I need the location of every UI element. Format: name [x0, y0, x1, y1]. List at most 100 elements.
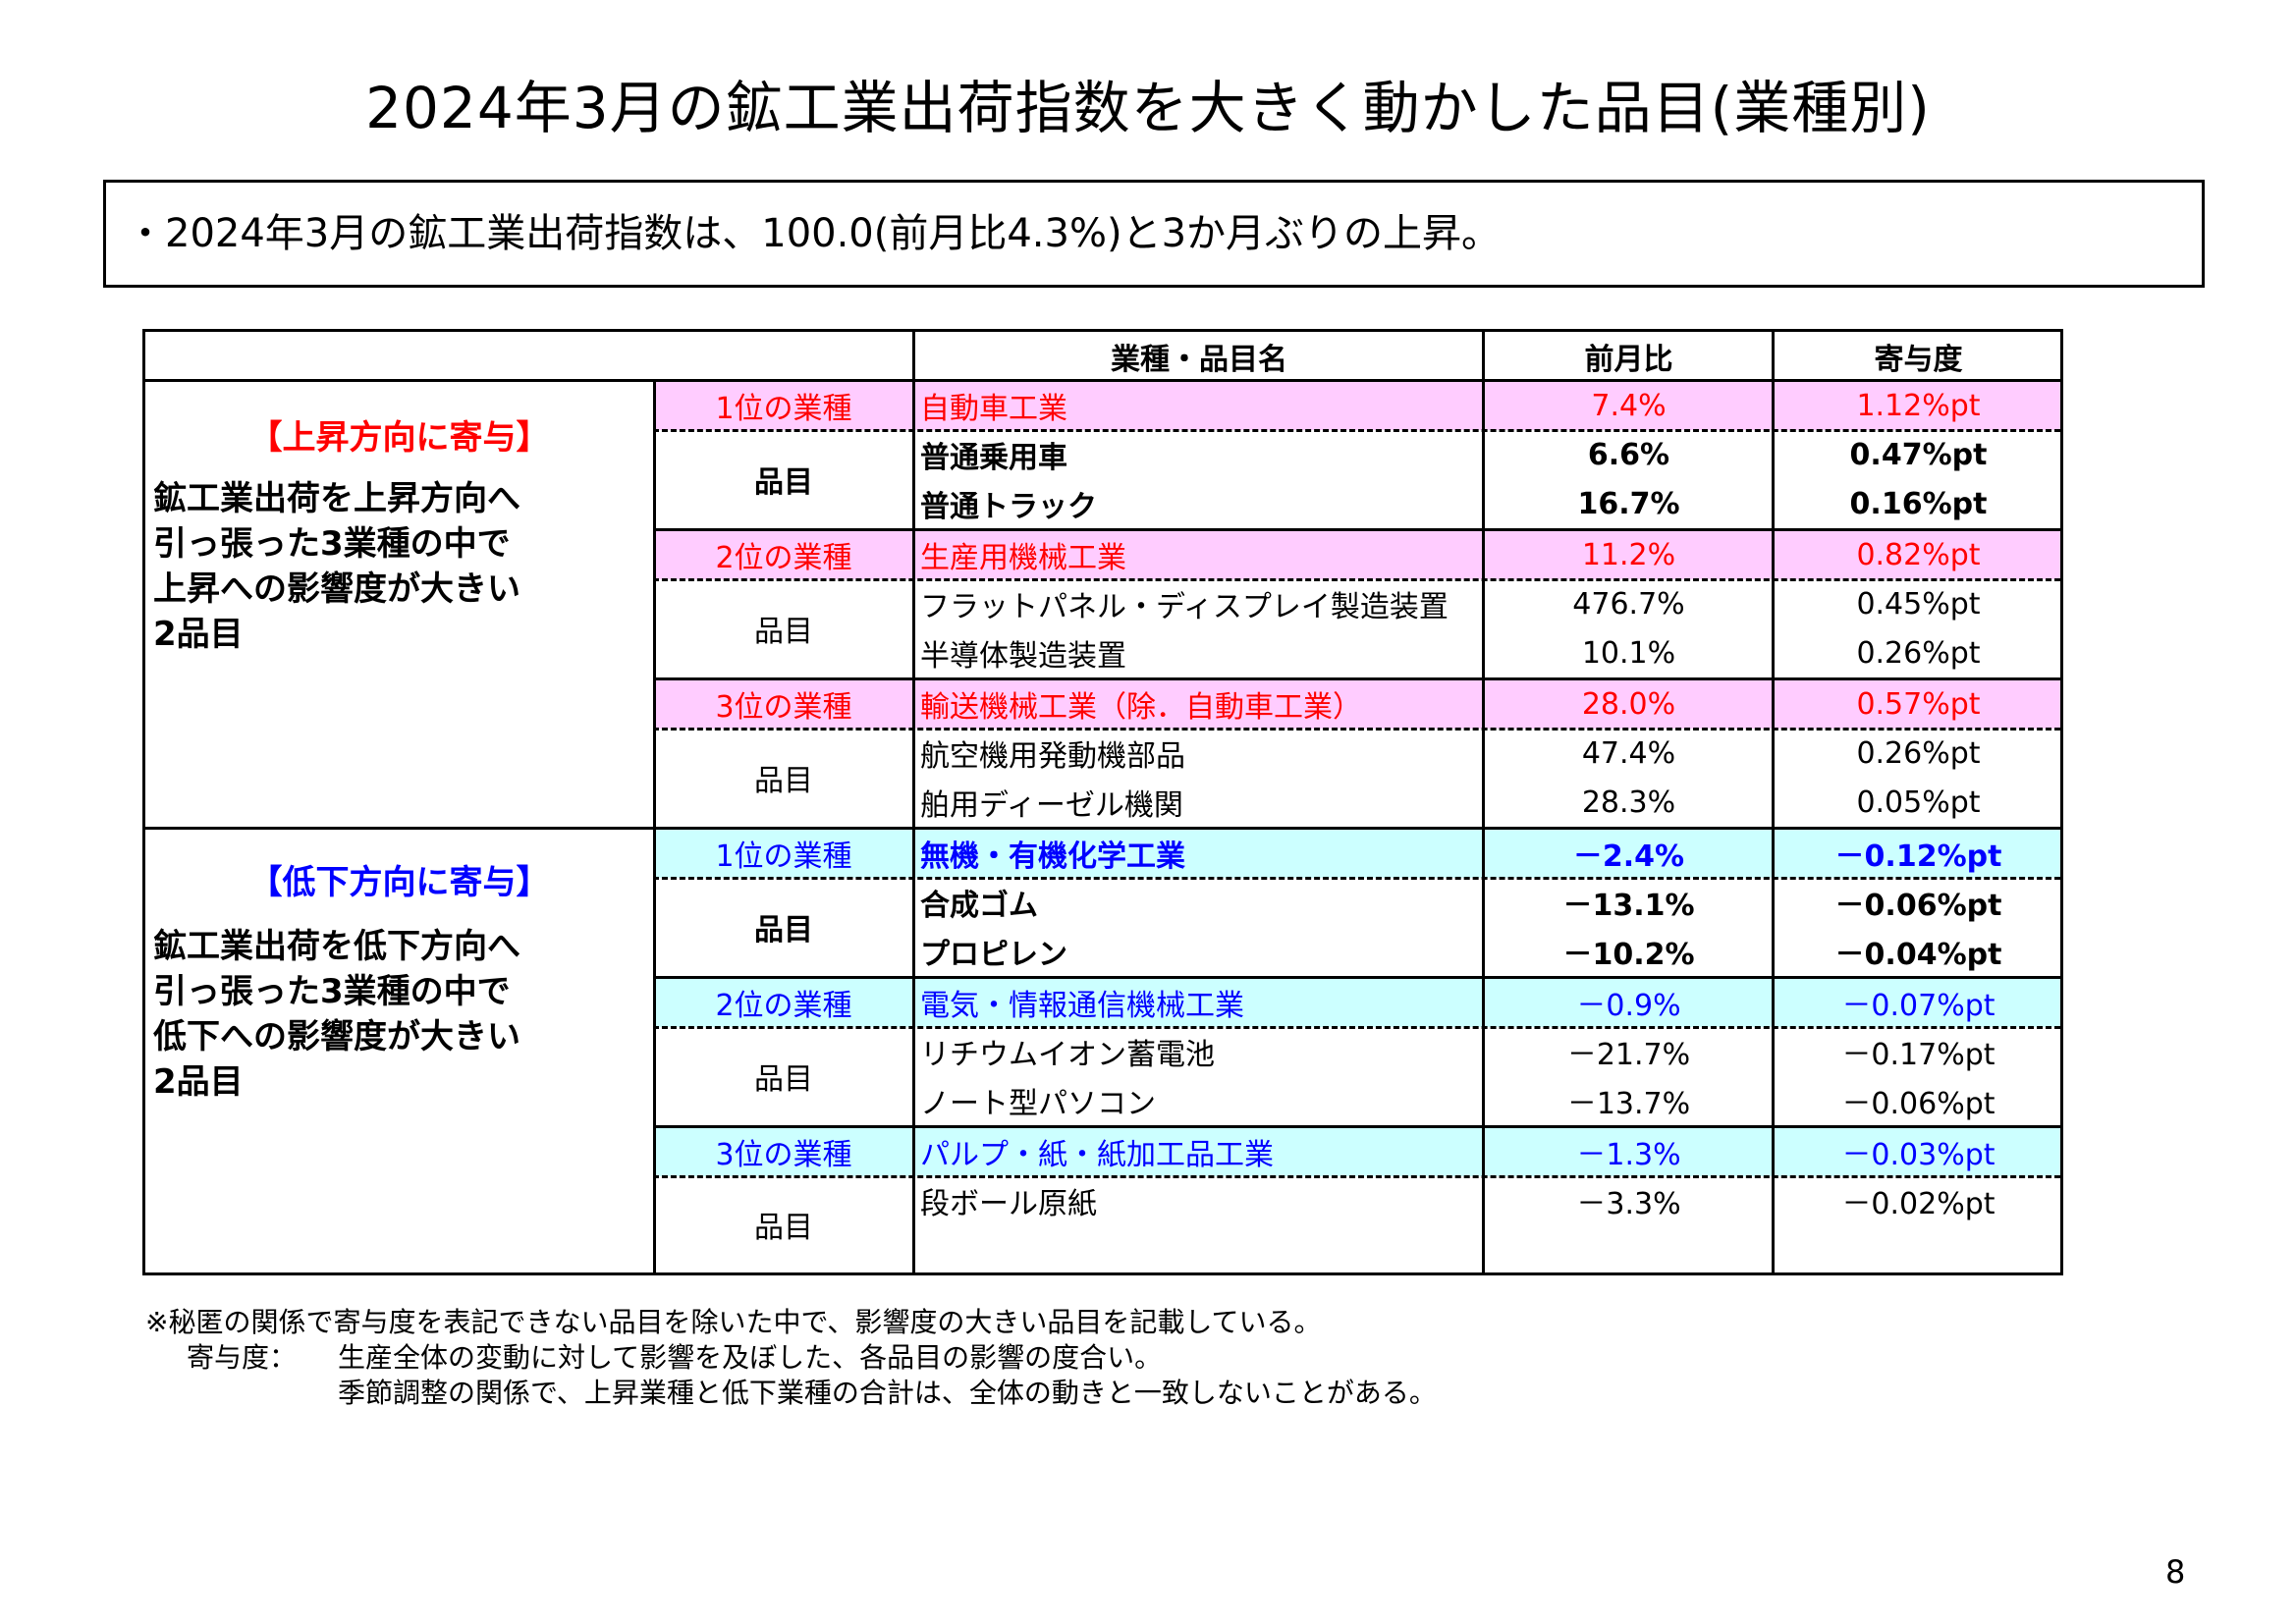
fall-desc-line: 鉱工業出荷を低下方向へ [153, 927, 520, 966]
rank-label: 3位の業種 [715, 1138, 852, 1172]
rank-label: 1位の業種 [715, 392, 852, 426]
fall-desc-line: 2品目 [153, 1062, 244, 1102]
header-mom: 前月比 [1584, 343, 1673, 377]
item-mom: 16.7% [1577, 486, 1680, 521]
footnote-definition: 生産全体の変動に対して影響を及ぼした、各品目の影響の度合い。 [338, 1341, 1163, 1374]
item-contrib: 0.47%pt [1849, 437, 1988, 472]
item-contrib: 0.26%pt [1856, 635, 1981, 671]
item-contrib: 0.16%pt [1849, 486, 1988, 521]
item-name: 普通トラック [920, 490, 1097, 524]
industry-mom: 7.4% [1591, 388, 1667, 423]
footnote-definition: 季節調整の関係で、上昇業種と低下業種の合計は、全体の動きと一致しないことがある。 [338, 1377, 1437, 1409]
page-title: 2024年3月の鉱工業出荷指数を大きく動かした品目(業種別) [365, 75, 1931, 141]
item-name: リチウムイオン蓄電池 [920, 1038, 1215, 1072]
item-contrib: －0.17%pt [1841, 1038, 1995, 1072]
summary-box: ・2024年3月の鉱工業出荷指数は、100.0(前月比4.3%)と3か月ぶりの上… [103, 180, 2205, 288]
industry-contrib: 0.82%pt [1856, 537, 1981, 572]
grid-line [653, 1125, 2060, 1128]
industry-contrib: －0.03%pt [1841, 1138, 1995, 1172]
industry-row-fall-2 [653, 978, 2060, 1029]
item-name: ノート型パソコン [920, 1087, 1156, 1121]
rise-desc-line: 2品目 [153, 615, 244, 654]
grid-line [1482, 332, 1485, 1272]
industry-contrib: 1.12%pt [1856, 388, 1981, 423]
industry-name: 自動車工業 [920, 392, 1067, 426]
item-mom: －10.2% [1562, 938, 1695, 972]
fall-desc-line: 低下への影響度が大きい [153, 1017, 520, 1056]
industry-name: パルプ・紙・紙加工品工業 [920, 1138, 1274, 1172]
industry-mom: －2.4% [1572, 839, 1685, 874]
fall-description: 鉱工業出荷を低下方向へ 引っ張った3業種の中で 低下への影響度が大きい 2品目 [153, 924, 644, 1105]
item-contrib: －0.02%pt [1841, 1187, 1995, 1221]
fall-desc-line: 引っ張った3業種の中で [153, 972, 511, 1011]
grid-line [653, 379, 656, 1272]
item-name: 半導体製造装置 [920, 639, 1126, 674]
industry-row-fall-3 [653, 1127, 2060, 1178]
header-name: 業種・品目名 [1111, 343, 1287, 377]
item-contrib: 0.45%pt [1856, 586, 1981, 622]
industry-contrib: －0.07%pt [1841, 989, 1995, 1023]
grid-line [1772, 332, 1775, 1272]
grid-line [653, 677, 2060, 680]
item-mom: 476.7% [1572, 586, 1685, 622]
item-label: 品目 [754, 465, 813, 500]
industry-name: 生産用機械工業 [920, 541, 1126, 575]
item-mom: －13.1% [1562, 889, 1695, 923]
item-contrib: －0.06%pt [1841, 1087, 1995, 1121]
rise-desc-line: 鉱工業出荷を上昇方向へ [153, 479, 520, 518]
item-mom: 10.1% [1581, 635, 1676, 671]
industry-mom: －0.9% [1576, 989, 1681, 1023]
industry-contrib: 0.57%pt [1856, 686, 1981, 722]
industry-table: 業種・品目名 前月比 寄与度 【上昇方向に寄与】 鉱工業出荷を上昇方向へ 引っ張… [142, 329, 2063, 1275]
industry-contrib: －0.12%pt [1834, 839, 2002, 874]
item-mom: －13.7% [1566, 1087, 1691, 1121]
rank-label: 2位の業種 [715, 989, 852, 1023]
item-label: 品目 [754, 1062, 813, 1097]
item-contrib: 0.05%pt [1856, 785, 1981, 820]
industry-row-fall-1 [653, 829, 2060, 880]
rise-desc-line: 上昇への影響度が大きい [153, 569, 520, 609]
rise-description: 鉱工業出荷を上昇方向へ 引っ張った3業種の中で 上昇への影響度が大きい 2品目 [153, 476, 644, 657]
rise-heading: 【上昇方向に寄与】 [248, 418, 550, 458]
industry-name: 電気・情報通信機械工業 [920, 989, 1244, 1023]
footnote: ※秘匿の関係で寄与度を表記できない品目を除いた中で、影響度の大きい品目を記載して… [145, 1306, 1322, 1338]
item-mom: －3.3% [1576, 1187, 1681, 1221]
footnote-term: 寄与度： [187, 1341, 298, 1374]
industry-row-rise-2 [653, 530, 2060, 581]
item-contrib: －0.04%pt [1834, 938, 2002, 972]
grid-line [145, 827, 2060, 830]
rank-label: 1位の業種 [715, 839, 852, 874]
item-label: 品目 [754, 615, 813, 649]
item-mom: 28.3% [1581, 785, 1676, 820]
page-number: 8 [2165, 1553, 2186, 1591]
item-name: 舶用ディーゼル機関 [920, 788, 1183, 823]
grid-line [145, 379, 2060, 382]
item-label: 品目 [754, 1211, 813, 1245]
fall-heading: 【低下方向に寄与】 [248, 863, 550, 902]
grid-line [653, 976, 2060, 979]
item-name: 段ボール原紙 [920, 1187, 1097, 1221]
industry-row-rise-1 [653, 381, 2060, 432]
item-name: 普通乗用車 [920, 441, 1067, 475]
item-mom: －21.7% [1566, 1038, 1691, 1072]
industry-name: 輸送機械工業（除．自動車工業） [920, 690, 1362, 725]
item-label: 品目 [754, 913, 813, 947]
rank-label: 2位の業種 [715, 541, 852, 575]
item-name: フラットパネル・ディスプレイ製造装置 [920, 590, 1449, 624]
industry-mom: 28.0% [1581, 686, 1676, 722]
item-name: プロピレン [920, 938, 1067, 972]
industry-mom: －1.3% [1576, 1138, 1681, 1172]
rise-desc-line: 引っ張った3業種の中で [153, 524, 511, 564]
grid-line [653, 528, 2060, 531]
item-name: 航空機用発動機部品 [920, 739, 1185, 774]
header-contrib: 寄与度 [1874, 343, 1963, 377]
item-contrib: －0.06%pt [1834, 889, 2002, 923]
industry-name: 無機・有機化学工業 [920, 839, 1185, 874]
industry-mom: 11.2% [1581, 537, 1676, 572]
grid-line [912, 332, 915, 1272]
item-label: 品目 [754, 764, 813, 798]
item-name: 合成ゴム [920, 889, 1038, 923]
item-mom: 47.4% [1581, 735, 1676, 771]
item-contrib: 0.26%pt [1856, 735, 1981, 771]
item-mom: 6.6% [1587, 437, 1670, 472]
